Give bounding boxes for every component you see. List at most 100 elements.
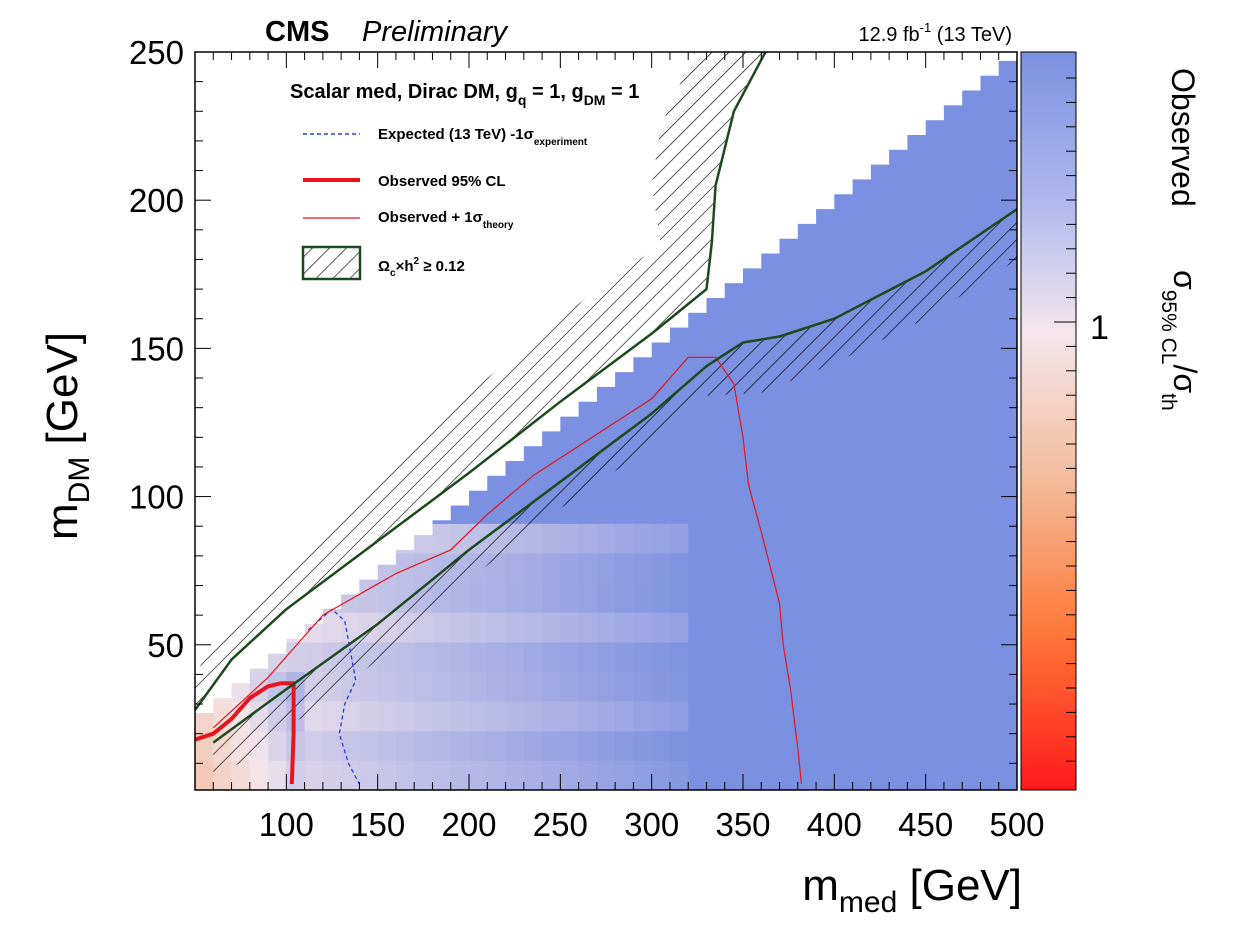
heatmap-cell xyxy=(761,493,781,524)
heatmap-cell xyxy=(651,671,671,702)
heatmap-cell xyxy=(615,375,634,406)
heatmap-cell xyxy=(633,760,653,790)
heatmap-cell xyxy=(469,490,488,495)
heatmap-cell xyxy=(523,671,543,702)
heatmap-cell xyxy=(816,375,835,406)
heatmap-cell xyxy=(998,523,1017,554)
heatmap-cell xyxy=(432,523,452,554)
heatmap-cell xyxy=(852,404,872,435)
colorbar xyxy=(1021,52,1076,790)
heatmap-cell xyxy=(797,701,817,732)
heatmap-cell xyxy=(870,760,890,790)
heatmap-cell xyxy=(359,579,379,584)
heatmap-cell xyxy=(925,641,945,672)
heatmap-cell xyxy=(907,760,927,790)
heatmap-cell xyxy=(980,641,1000,672)
heatmap-cell xyxy=(743,552,762,584)
heatmap-cell xyxy=(870,552,890,584)
heatmap-cell xyxy=(322,612,342,643)
heatmap-cell xyxy=(669,464,689,495)
heatmap-cell xyxy=(615,404,634,435)
heatmap-cell xyxy=(231,760,251,790)
heatmap-cell xyxy=(761,730,781,761)
heatmap-cell xyxy=(688,582,708,613)
heatmap-cell xyxy=(432,520,452,524)
heatmap-cell xyxy=(669,523,689,554)
heatmap-cell xyxy=(487,612,507,643)
heatmap-cell xyxy=(304,641,324,672)
x-tick-label: 100 xyxy=(259,806,314,843)
heatmap-cell xyxy=(834,730,854,761)
heatmap-cell xyxy=(414,671,434,702)
heatmap-cell xyxy=(834,404,854,435)
heatmap-cell xyxy=(943,701,963,732)
heatmap-cell xyxy=(962,286,982,317)
heatmap-cell xyxy=(907,226,927,258)
axis-ticks: 100 150 200 250 300 350 400 450 500 50 100 150 200 25… xyxy=(129,34,1045,843)
heatmap-cell xyxy=(560,701,580,732)
heatmap-cell xyxy=(797,582,817,613)
heatmap-cell xyxy=(633,701,653,732)
heatmap-cell xyxy=(870,730,890,761)
heatmap-cell xyxy=(980,315,1000,346)
heatmap-cell xyxy=(414,760,434,790)
heatmap-cell xyxy=(469,493,488,524)
heatmap-cell xyxy=(669,641,689,672)
heatmap-cell xyxy=(688,345,708,376)
heatmap-cell xyxy=(852,760,872,790)
heatmap-cell xyxy=(852,256,872,287)
heatmap-cell xyxy=(834,226,854,258)
heatmap-cell xyxy=(998,493,1017,524)
heatmap-cell xyxy=(743,464,762,495)
heatmap-cell xyxy=(359,671,379,702)
heatmap-cell xyxy=(761,523,781,554)
heatmap-cell xyxy=(980,523,1000,554)
series-line xyxy=(212,356,803,785)
heatmap-cell xyxy=(925,167,945,198)
y-tick-label: 200 xyxy=(129,182,184,219)
heatmap-cell xyxy=(834,641,854,672)
legend-expected-label: Expected (13 TeV) -1σexperiment xyxy=(378,126,588,148)
heatmap-cell xyxy=(341,594,360,613)
heatmap-cell xyxy=(596,404,616,435)
heatmap-cell xyxy=(523,612,543,643)
heatmap-cell xyxy=(998,641,1017,672)
heatmap-cell xyxy=(834,286,854,317)
series-line xyxy=(195,681,296,785)
heatmap-cell xyxy=(706,612,726,643)
heatmap-cell xyxy=(688,641,708,672)
legend-observed-theory-label: Observed + 1σtheory xyxy=(378,209,514,231)
heatmap-cell xyxy=(852,434,872,465)
heatmap-cell xyxy=(962,730,982,761)
heatmap-cell xyxy=(998,582,1017,613)
heatmap-cell xyxy=(907,671,927,702)
colorbar-quantity: σ95% CL/σth xyxy=(1157,270,1203,411)
heatmap-cell xyxy=(615,464,634,495)
heatmap-cell xyxy=(852,226,872,258)
heatmap-cell xyxy=(962,701,982,732)
heatmap-cell xyxy=(286,730,306,761)
heatmap-cell xyxy=(359,760,379,790)
x-tick-label: 350 xyxy=(715,806,770,843)
heatmap-cell xyxy=(523,760,543,790)
heatmap-cell xyxy=(980,493,1000,524)
heatmap-cell xyxy=(779,493,799,524)
heatmap-cell xyxy=(542,582,561,613)
series-line xyxy=(212,208,1017,744)
heatmap-cell xyxy=(889,493,908,524)
heatmap-cell xyxy=(998,78,1017,109)
heatmap-cell xyxy=(998,404,1017,435)
heatmap-cell xyxy=(998,315,1017,346)
heatmap-cell xyxy=(779,552,799,584)
y-axis-title: mDM [GeV] xyxy=(38,332,96,540)
heatmap-cell xyxy=(505,464,525,495)
heatmap-cell xyxy=(633,641,653,672)
heatmap-cell xyxy=(980,760,1000,790)
heatmap-cell xyxy=(505,582,525,613)
heatmap-cell xyxy=(980,108,1000,139)
heatmap-cell xyxy=(706,760,726,790)
heatmap-cell xyxy=(688,552,708,584)
heatmap-cell xyxy=(980,612,1000,643)
heatmap-cell xyxy=(706,641,726,672)
relic-band xyxy=(195,52,766,710)
